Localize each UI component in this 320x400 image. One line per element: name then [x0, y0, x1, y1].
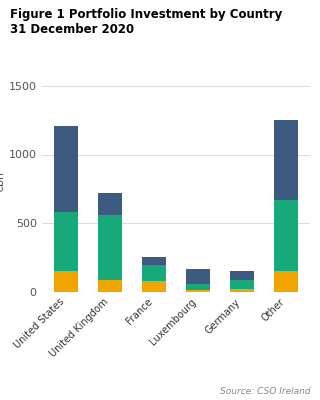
Text: Source: CSO Ireland: Source: CSO Ireland: [220, 387, 310, 396]
Bar: [274, 200, 298, 271]
Bar: [230, 280, 254, 289]
Bar: [186, 290, 210, 292]
Bar: [54, 271, 78, 292]
Bar: [98, 193, 122, 215]
Bar: [230, 289, 254, 292]
Text: Figure 1 Portfolio Investment by Country
31 December 2020: Figure 1 Portfolio Investment by Country…: [10, 8, 282, 36]
Bar: [54, 126, 78, 212]
Bar: [274, 120, 298, 200]
Bar: [230, 271, 254, 280]
Bar: [142, 265, 166, 281]
Bar: [274, 271, 298, 292]
Bar: [98, 280, 122, 292]
Bar: [54, 212, 78, 271]
Bar: [142, 257, 166, 265]
Y-axis label: €bn: €bn: [0, 172, 6, 192]
Bar: [186, 269, 210, 284]
Bar: [186, 284, 210, 290]
Bar: [98, 215, 122, 280]
Bar: [142, 281, 166, 292]
